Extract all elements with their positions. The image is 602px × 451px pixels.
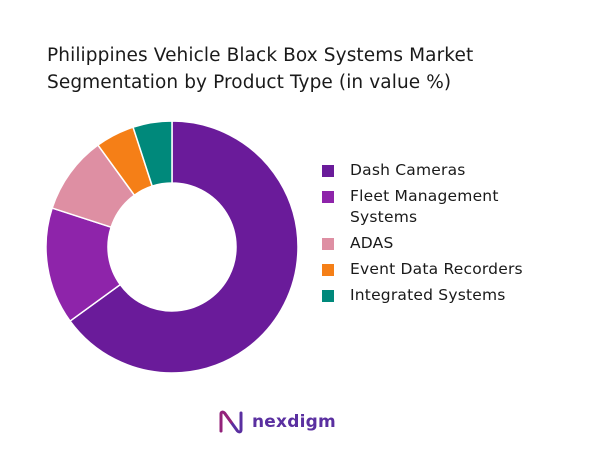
donut-chart <box>45 120 299 374</box>
donut-slice-dash-cameras <box>69 120 299 374</box>
legend-item-adas: ADAS <box>322 233 582 254</box>
brand-logo: nexdigm <box>218 408 336 436</box>
legend-label-fleet-management-line-1: Fleet Management <box>350 187 499 205</box>
legend-swatch-event-data-recorders <box>322 264 334 276</box>
legend-item-dash-cameras: Dash Cameras <box>322 160 582 181</box>
legend-label-fleet-management-line-2: Systems <box>350 208 418 226</box>
legend-label-dash-cameras: Dash Cameras <box>350 161 466 179</box>
chart-title-line-2: Segmentation by Product Type (in value %… <box>47 72 452 93</box>
legend-label-event-data-recorders: Event Data Recorders <box>350 260 523 278</box>
legend-label-integrated-systems: Integrated Systems <box>350 286 506 304</box>
chart-legend: Dash Cameras Fleet Management Systems AD… <box>322 160 582 311</box>
legend-item-integrated-systems: Integrated Systems <box>322 285 582 306</box>
nexdigm-logo-icon <box>219 410 243 434</box>
legend-item-fleet-management-systems: Fleet Management Systems <box>322 186 582 228</box>
legend-swatch-dash-cameras <box>322 165 334 177</box>
logo-text: nexdigm <box>252 412 336 432</box>
legend-item-event-data-recorders: Event Data Recorders <box>322 259 582 280</box>
donut-slice-integrated-systems <box>132 120 173 188</box>
legend-swatch-adas <box>322 238 334 250</box>
chart-title-line-1: Philippines Vehicle Black Box Systems Ma… <box>47 45 474 66</box>
legend-swatch-integrated-systems <box>322 290 334 302</box>
legend-swatch-fleet-management-systems <box>322 191 334 203</box>
legend-label-adas: ADAS <box>350 234 394 252</box>
chart-title: Philippines Vehicle Black Box Systems Ma… <box>47 42 567 96</box>
